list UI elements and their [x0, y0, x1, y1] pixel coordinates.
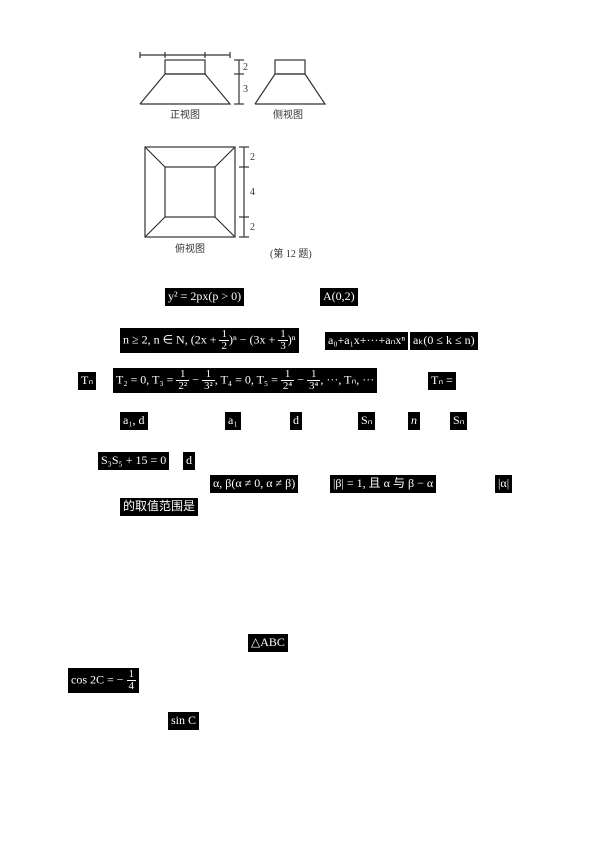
dim-2: 2 — [148, 52, 153, 55]
dim-2c: 2 — [243, 62, 248, 73]
dim-2e: 2 — [250, 222, 255, 233]
p15-d: d — [290, 412, 302, 430]
p14-series: a₀+a₁x+···+aₙxⁿ — [325, 332, 408, 350]
p14-ak: aₖ(0 ≤ k ≤ n) — [410, 332, 478, 350]
p15-d2: d — [183, 452, 195, 470]
p17-triangle: △ABC — [248, 634, 288, 652]
front-view-label: 正视图 — [170, 108, 200, 121]
p17-cos2c: cos 2C = − 14 — [68, 668, 139, 693]
top-view-label: 俯视图 — [175, 242, 205, 255]
p15-Sn2: Sₙ — [450, 412, 467, 430]
p15-a1: a₁ — [225, 412, 241, 430]
dim-4: 4 — [182, 52, 187, 55]
dim-2b: 2 — [213, 52, 218, 55]
p15-Sn: Sₙ — [358, 412, 375, 430]
figure-caption: (第 12 题) — [270, 247, 312, 260]
p15-n: n — [408, 412, 420, 430]
dim-2d: 2 — [250, 152, 255, 163]
dim-3: 3 — [243, 84, 248, 95]
dim-4b: 4 — [250, 187, 255, 198]
p16-ab: α, β(α ≠ 0, α ≠ β) — [210, 475, 298, 493]
p14-Tn: Tₙ — [78, 372, 96, 390]
p14-Tn-values: T₂ = 0, T₃ = 12² − 13², T₄ = 0, T₅ = 12⁴… — [113, 368, 377, 393]
p15-a1d: a₁, d — [120, 412, 148, 430]
p14-expansion: n ≥ 2, n ∈ N, (2x + 12)ⁿ − (3x + 13)ⁿ — [120, 328, 299, 353]
side-view-label: 侧视图 — [273, 108, 303, 121]
p17-sinc: sin C — [168, 712, 199, 730]
p15-eq: S₃S₅ + 15 = 0 — [98, 452, 169, 470]
p13-parabola: y² = 2px(p > 0) — [165, 288, 244, 306]
p14-Tn-eq: Tₙ = — [428, 372, 456, 390]
p13-point: A(0,2) — [320, 288, 358, 306]
p16-cond: |β| = 1, 且 α 与 β − α — [330, 475, 436, 493]
p16-range: 的取值范围是 — [120, 498, 198, 516]
p16-alpha: |α| — [495, 475, 512, 493]
three-view-figure: 2 4 2 2 3 2 4 2 正视图 侧视图 俯视图 (第 12 题) — [130, 52, 355, 272]
